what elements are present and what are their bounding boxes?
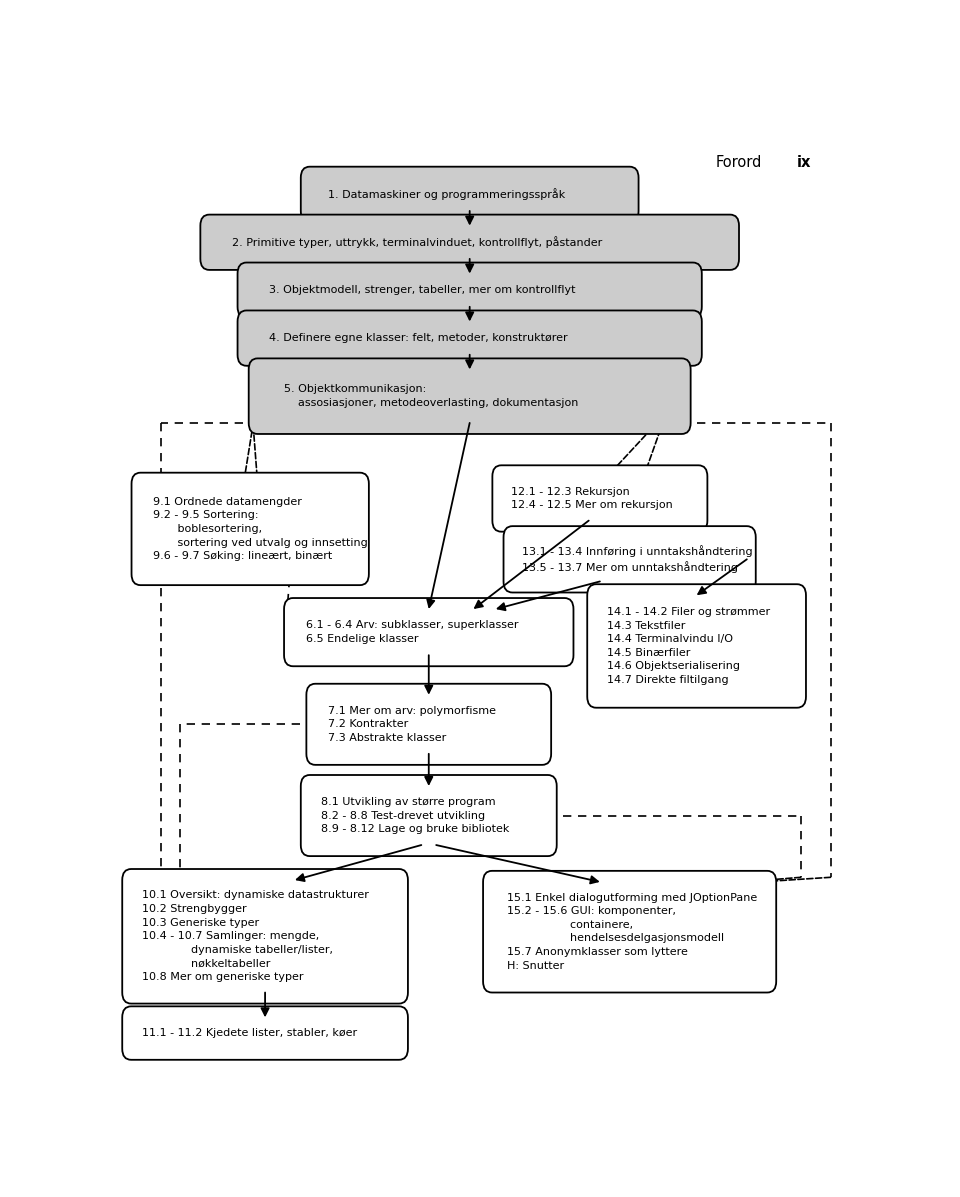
FancyBboxPatch shape: [201, 214, 739, 269]
Text: 15.1 Enkel dialogutforming med JOptionPane
15.2 - 15.6 GUI: komponenter,
       : 15.1 Enkel dialogutforming med JOptionPa…: [507, 893, 757, 971]
Text: 5. Objektkommunikasjon:
    assosiasjoner, metodeoverlasting, dokumentasjon: 5. Objektkommunikasjon: assosiasjoner, m…: [283, 384, 578, 408]
FancyBboxPatch shape: [237, 310, 702, 366]
Text: 14.1 - 14.2 Filer og strømmer
14.3 Tekstfiler
14.4 Terminalvindu I/O
14.5 Binærf: 14.1 - 14.2 Filer og strømmer 14.3 Tekst…: [608, 607, 771, 685]
Text: 10.1 Oversikt: dynamiske datastrukturer
10.2 Strengbygger
10.3 Generiske typer
1: 10.1 Oversikt: dynamiske datastrukturer …: [142, 891, 370, 982]
Text: Forord: Forord: [715, 154, 761, 170]
FancyBboxPatch shape: [122, 869, 408, 1003]
FancyBboxPatch shape: [249, 358, 690, 435]
Text: 7.1 Mer om arv: polymorfisme
7.2 Kontrakter
7.3 Abstrakte klasser: 7.1 Mer om arv: polymorfisme 7.2 Kontrak…: [328, 706, 496, 743]
Text: 2. Primitive typer, uttrykk, terminalvinduet, kontrollflyt, påstander: 2. Primitive typer, uttrykk, terminalvin…: [231, 236, 602, 248]
Text: 11.1 - 11.2 Kjedete lister, stabler, køer: 11.1 - 11.2 Kjedete lister, stabler, køe…: [142, 1028, 357, 1038]
Text: ix: ix: [797, 154, 811, 170]
Text: 1. Datamaskiner og programmeringsspråk: 1. Datamaskiner og programmeringsspråk: [328, 188, 565, 200]
Text: 13.1 - 13.4 Innføring i unntakshåndtering
13.5 - 13.7 Mer om unntakshåndtering: 13.1 - 13.4 Innføring i unntakshåndterin…: [522, 545, 753, 573]
FancyBboxPatch shape: [284, 598, 573, 667]
Text: 6.1 - 6.4 Arv: subklasser, superklasser
6.5 Endelige klasser: 6.1 - 6.4 Arv: subklasser, superklasser …: [306, 620, 518, 644]
FancyBboxPatch shape: [300, 774, 557, 856]
FancyBboxPatch shape: [300, 166, 638, 221]
FancyBboxPatch shape: [132, 473, 369, 585]
FancyBboxPatch shape: [306, 683, 551, 765]
Text: 8.1 Utvikling av større program
8.2 - 8.8 Test-drevet utvikling
8.9 - 8.12 Lage : 8.1 Utvikling av større program 8.2 - 8.…: [321, 797, 509, 834]
Text: 12.1 - 12.3 Rekursjon
12.4 - 12.5 Mer om rekursjon: 12.1 - 12.3 Rekursjon 12.4 - 12.5 Mer om…: [511, 487, 672, 510]
Text: 4. Definere egne klasser: felt, metoder, konstruktører: 4. Definere egne klasser: felt, metoder,…: [269, 333, 567, 344]
Text: 3. Objektmodell, strenger, tabeller, mer om kontrollflyt: 3. Objektmodell, strenger, tabeller, mer…: [269, 285, 575, 296]
FancyBboxPatch shape: [588, 584, 806, 707]
FancyBboxPatch shape: [237, 262, 702, 318]
FancyBboxPatch shape: [483, 871, 777, 992]
FancyBboxPatch shape: [122, 1007, 408, 1059]
Text: 9.1 Ordnede datamengder
9.2 - 9.5 Sortering:
       boblesortering,
       sorte: 9.1 Ordnede datamengder 9.2 - 9.5 Sorter…: [154, 497, 369, 561]
FancyBboxPatch shape: [504, 527, 756, 593]
FancyBboxPatch shape: [492, 466, 708, 531]
